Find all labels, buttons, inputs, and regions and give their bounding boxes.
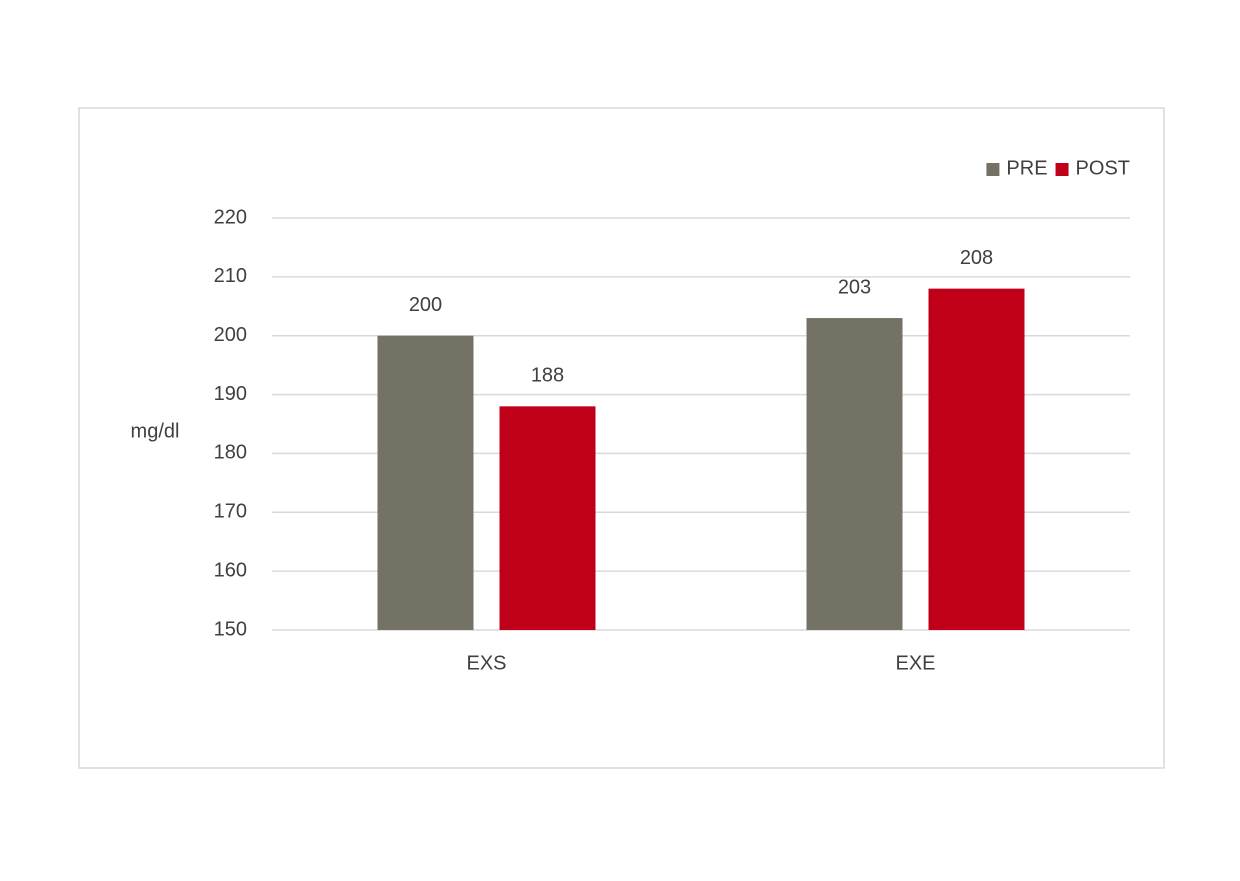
- y-tick-label: 180: [214, 442, 247, 464]
- data-label: 208: [960, 247, 993, 269]
- y-tick-label: 150: [214, 618, 247, 640]
- data-label: 188: [531, 365, 564, 387]
- bar: [806, 318, 903, 630]
- legend-swatch: [1055, 163, 1069, 176]
- y-tick-label: 160: [214, 559, 247, 581]
- legend-label: POST: [1076, 157, 1130, 179]
- bar: [499, 406, 596, 630]
- bar: [377, 335, 474, 630]
- y-axis-label: mg/dl: [131, 420, 180, 442]
- x-tick-label: EXE: [895, 652, 935, 674]
- y-tick-label: 220: [214, 206, 247, 228]
- bar: [928, 288, 1025, 630]
- y-tick-label: 200: [214, 324, 247, 346]
- data-label: 203: [838, 276, 871, 298]
- y-tick-label: 210: [214, 265, 247, 287]
- x-tick-label: EXS: [466, 652, 506, 674]
- legend-swatch: [986, 163, 1000, 176]
- data-label: 200: [409, 294, 442, 316]
- legend-label: PRE: [1006, 157, 1047, 179]
- y-tick-label: 190: [214, 383, 247, 405]
- y-tick-label: 170: [214, 501, 247, 523]
